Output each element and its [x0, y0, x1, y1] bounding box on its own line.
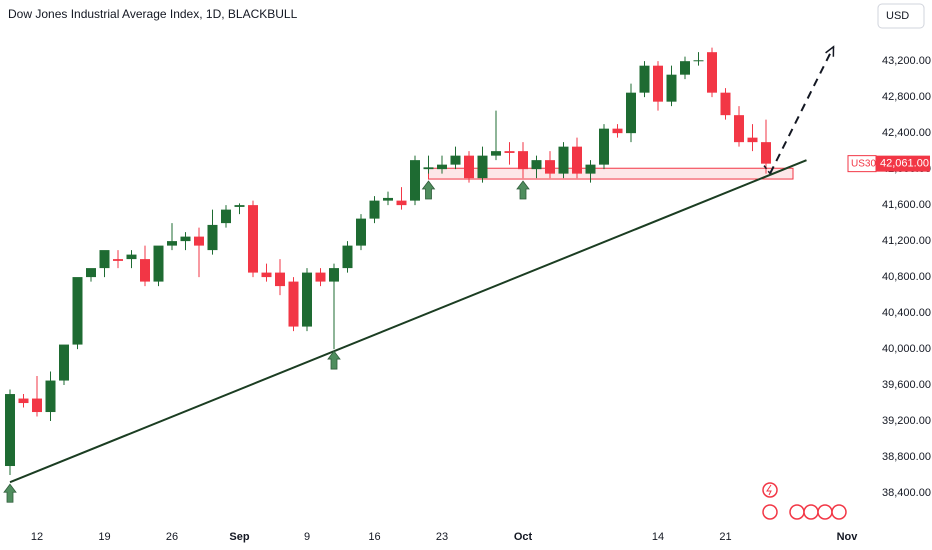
- price-label: 42,061.00: [880, 158, 929, 170]
- x-tick-label: Nov: [837, 531, 859, 543]
- y-tick-label: 40,800.00: [882, 271, 931, 283]
- candle-body: [653, 65, 663, 102]
- candle-body: [342, 245, 353, 269]
- candle-body: [32, 398, 42, 413]
- candle-body: [288, 281, 299, 327]
- candle-body: [626, 92, 636, 134]
- candle-body: [707, 52, 717, 93]
- trendline: [9, 159, 807, 484]
- candle-body: [140, 259, 150, 282]
- candle-body: [18, 398, 29, 404]
- candle-body: [153, 245, 164, 282]
- y-tick-label: 38,800.00: [882, 451, 931, 463]
- candle-body: [437, 164, 447, 170]
- currency-button[interactable]: [877, 3, 925, 29]
- candle-body: [207, 224, 218, 251]
- candle-body: [86, 268, 96, 278]
- x-tick-label: 21: [719, 531, 731, 543]
- candle-body: [59, 344, 69, 381]
- candle-body: [518, 151, 528, 170]
- candle-body: [504, 151, 515, 153]
- up-arrow: [327, 350, 341, 370]
- candle-body: [761, 142, 771, 164]
- candle-body: [396, 200, 407, 206]
- candle-body: [221, 209, 231, 224]
- candle-body: [680, 61, 690, 75]
- chart-title: Dow Jones Industrial Average Index, 1D, …: [8, 7, 298, 21]
- projection-line: [769, 46, 835, 175]
- symbol-label: US30: [851, 158, 876, 169]
- candle-body: [599, 128, 609, 165]
- candle-body: [315, 272, 326, 282]
- y-tick-label: 42,400.00: [882, 127, 931, 139]
- up-arrow: [516, 180, 530, 200]
- candle-body: [99, 250, 110, 269]
- currency[interactable]: USD: [886, 10, 909, 22]
- y-tick-label: 39,200.00: [882, 415, 931, 427]
- x-tick-label: 14: [652, 531, 664, 543]
- candle-body: [72, 277, 83, 345]
- up-arrow: [421, 180, 436, 200]
- candle-body: [5, 394, 15, 467]
- candle-body: [423, 167, 434, 170]
- candle-body: [410, 160, 420, 201]
- candle-body: [734, 115, 744, 143]
- candle-body: [261, 272, 272, 278]
- candle-body: [167, 241, 177, 246]
- y-tick-label: 41,600.00: [882, 199, 931, 211]
- candle-body: [450, 155, 461, 165]
- candle-body: [113, 259, 123, 261]
- y-tick-label: 40,400.00: [882, 307, 931, 319]
- candle-body: [572, 146, 582, 174]
- up-arrow: [3, 483, 17, 503]
- y-tick-label: 40,000.00: [882, 343, 931, 355]
- candle-body: [126, 254, 137, 260]
- y-tick-label: 41,200.00: [882, 235, 931, 247]
- x-tick-label: Oct: [514, 531, 533, 543]
- x-tick-label: 19: [98, 531, 110, 543]
- candle-body: [275, 272, 285, 287]
- x-tick-label: 23: [436, 531, 448, 543]
- y-tick-label: 38,400.00: [882, 487, 931, 499]
- candle-body: [585, 164, 596, 174]
- x-tick-label: 9: [304, 531, 310, 543]
- projection-tail: [763, 165, 771, 175]
- candle-body: [464, 155, 474, 179]
- candle-body: [545, 160, 555, 174]
- candle-body: [248, 205, 258, 273]
- candle-body: [747, 137, 758, 143]
- candle-body: [194, 236, 204, 246]
- y-tick-label: 42,800.00: [882, 91, 931, 103]
- candle-body: [720, 92, 731, 116]
- x-tick-label: 26: [166, 531, 178, 543]
- candle-body: [612, 128, 623, 134]
- x-tick-label: Sep: [229, 531, 249, 543]
- candle-body: [477, 155, 488, 179]
- candle-body: [491, 151, 501, 156]
- candle-body: [693, 60, 704, 62]
- candle-body: [531, 160, 542, 170]
- candle-body: [180, 236, 191, 242]
- candle-body: [234, 205, 245, 207]
- candle-body: [383, 197, 393, 201]
- x-tick-label: 16: [368, 531, 380, 543]
- candle-body: [666, 74, 677, 102]
- candle-body: [639, 65, 650, 93]
- projection-head: [825, 45, 835, 57]
- candle-body: [45, 380, 56, 413]
- y-tick-label: 39,600.00: [882, 379, 931, 391]
- icons: [762, 482, 847, 520]
- candle-body: [356, 218, 366, 246]
- price-badge: [876, 155, 930, 172]
- candle-body: [558, 146, 569, 174]
- x-tick-label: 12: [31, 531, 43, 543]
- candle-body: [329, 268, 339, 282]
- y-tick-label: 43,200.00: [882, 55, 931, 67]
- candle-body: [369, 200, 380, 219]
- candle-body: [302, 272, 312, 327]
